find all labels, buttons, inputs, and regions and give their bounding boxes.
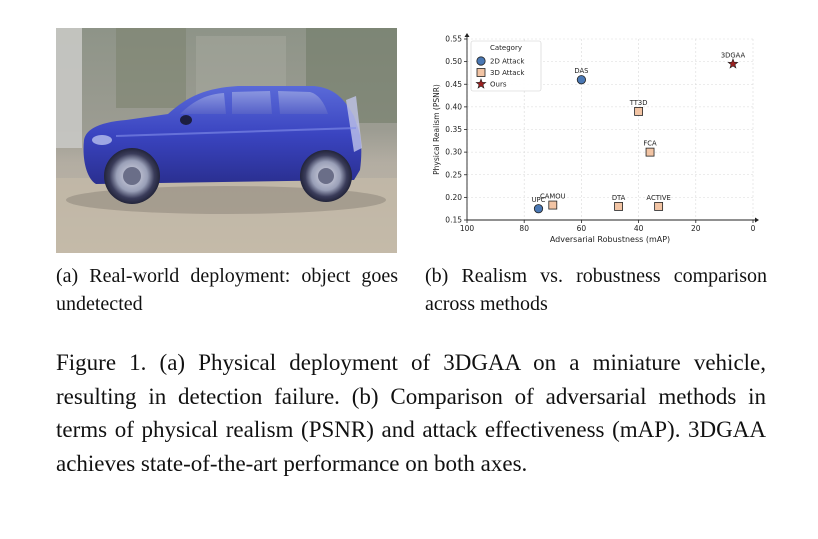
point-label-active: ACTIVE [646, 194, 670, 202]
legend-label-2: Ours [490, 81, 507, 89]
point-label-camou: CAMOU [540, 193, 566, 201]
y-tick-label: 0.35 [445, 125, 462, 134]
y-axis-label: Physical Realism (PSNR) [432, 84, 441, 175]
x-tick-label: 80 [519, 224, 529, 233]
subcaption-b: (b) Realism vs. robustness comparison ac… [425, 265, 767, 315]
legend-label-1: 3D Attack [490, 69, 525, 77]
x-tick-label: 40 [634, 224, 644, 233]
axes: 100 80 60 40 20 0 0.15 0.20 0.25 0.30 0.35 0.40 0.45… [432, 33, 759, 244]
legend-marker-2 [475, 78, 487, 89]
x-tick-label: 60 [577, 224, 587, 233]
y-axis-arrow [464, 33, 470, 37]
realism-vs-robustness-chart: 100 80 60 40 20 0 0.15 0.20 0.25 0.30 0.35 0.40 0.45… [425, 30, 765, 252]
y-tick-label: 0.25 [445, 170, 462, 179]
y-tick-label: 0.30 [445, 148, 462, 157]
x-axis-label: Adversarial Robustness (mAP) [550, 235, 670, 244]
x-tick-label: 20 [691, 224, 701, 233]
point-3dgaa [727, 58, 739, 69]
legend-label-0: 2D Attack [490, 58, 525, 66]
legend-marker-1 [476, 68, 486, 77]
scatter-plot: 100 80 60 40 20 0 0.15 0.20 0.25 0.30 0.35 0.40 0.45… [432, 33, 759, 244]
point-label-das: DAS [574, 67, 588, 75]
y-tick-label: 0.45 [445, 80, 462, 89]
legend-box [470, 40, 542, 92]
point-dta [614, 202, 623, 211]
y-tick-label: 0.50 [445, 57, 462, 66]
legend: Category 2D Attack 3D Attack Ours [470, 40, 542, 92]
point-label-upc: UPC [532, 196, 546, 204]
figure-caption: Figure 1. (a) Physical deployment of 3DG… [56, 350, 766, 476]
point-active [654, 202, 664, 211]
x-tick-label: 0 [751, 224, 756, 233]
point-das [576, 75, 586, 85]
y-tick-label: 0.55 [445, 35, 462, 44]
point-camou [548, 200, 558, 210]
data-points: DAS UPC TT3D FCA CAMOU DTA ACTIVE 3DGAA [532, 51, 746, 214]
y-tick-label: 0.20 [445, 193, 462, 202]
y-tick-label: 0.40 [445, 102, 462, 111]
point-label-3dgaa: 3DGAA [721, 51, 746, 59]
point-label-fca: FCA [643, 140, 657, 148]
point-label-tt3d: TT3D [629, 99, 648, 107]
y-tick-label: 0.15 [445, 216, 462, 225]
point-upc [533, 204, 544, 214]
x-axis-arrow [755, 217, 759, 223]
deployment-photo [56, 28, 397, 253]
car-photo-illustration [56, 28, 397, 253]
legend-marker-0 [476, 56, 486, 66]
point-label-dta: DTA [612, 194, 626, 202]
legend-title: Category [490, 44, 522, 52]
point-fca [645, 147, 655, 157]
x-tick-label: 100 [460, 224, 475, 233]
point-tt3d [634, 107, 644, 116]
subcaption-a: (a) Real-world deployment: object goes u… [56, 265, 398, 315]
